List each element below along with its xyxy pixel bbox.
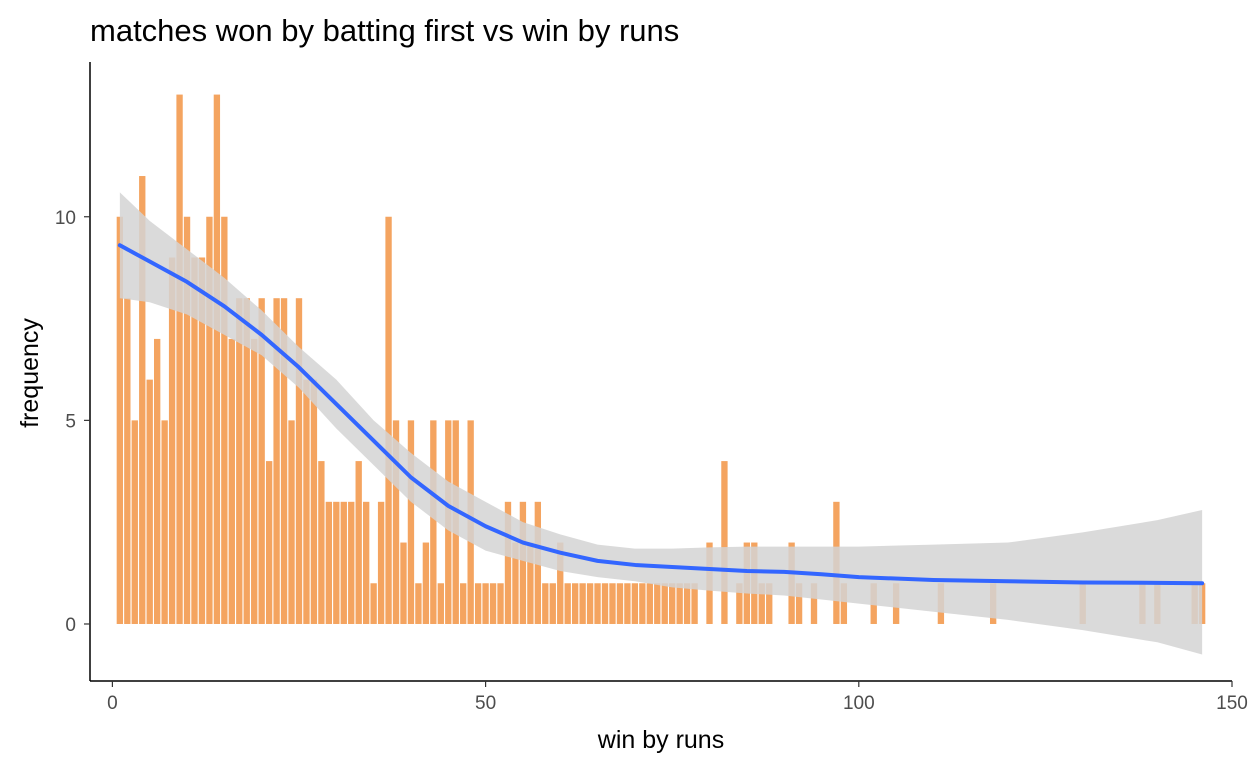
- bar: [631, 583, 639, 624]
- bar: [116, 216, 124, 624]
- bar: [758, 583, 765, 624]
- bar: [609, 583, 616, 624]
- x-tick-label: 150: [1216, 693, 1248, 714]
- bar: [377, 501, 385, 624]
- bar: [810, 583, 818, 624]
- bar: [691, 583, 698, 624]
- bar: [348, 501, 355, 624]
- bar: [542, 583, 549, 624]
- bar: [325, 501, 333, 624]
- bar: [721, 461, 728, 624]
- bar: [557, 542, 564, 624]
- bar: [363, 501, 370, 624]
- bar: [489, 583, 497, 624]
- bar: [422, 542, 430, 624]
- bar: [460, 583, 467, 624]
- bar: [221, 216, 228, 624]
- bar: [474, 583, 482, 624]
- bar: [273, 298, 280, 624]
- bar: [198, 257, 206, 624]
- smooth-trend-line: [117, 243, 1205, 586]
- x-axis-title: win by runs: [597, 726, 724, 754]
- bar: [400, 542, 407, 624]
- y-axis-ticks: 0 5 10: [55, 208, 90, 636]
- x-tick-label: 100: [843, 693, 875, 714]
- bar: [206, 216, 213, 624]
- bar: [579, 583, 586, 624]
- bar-series: [116, 94, 1206, 624]
- bar: [236, 298, 243, 624]
- bar: [213, 94, 221, 624]
- bar: [639, 583, 646, 624]
- bar: [124, 298, 131, 624]
- bar: [601, 583, 609, 624]
- bar: [683, 583, 691, 624]
- bar: [766, 583, 773, 624]
- bar: [161, 420, 168, 624]
- bar: [154, 338, 161, 624]
- bar: [280, 298, 288, 624]
- bar: [168, 257, 176, 624]
- x-tick-label: 50: [475, 693, 496, 714]
- bar: [616, 583, 624, 624]
- bar: [191, 257, 198, 624]
- bar: [228, 338, 235, 624]
- bar: [624, 583, 631, 624]
- bar: [504, 501, 512, 624]
- bar: [840, 583, 848, 624]
- y-axis-title: frequency: [16, 318, 44, 428]
- bar: [295, 298, 303, 624]
- bar: [139, 176, 146, 624]
- bar: [564, 583, 571, 624]
- bar: [430, 420, 437, 624]
- bar: [661, 583, 668, 624]
- bar: [594, 583, 601, 624]
- bar: [385, 216, 392, 624]
- x-axis-ticks: 0 50 100 150: [107, 681, 1248, 714]
- y-tick-label: 10: [55, 208, 76, 229]
- bar: [415, 583, 422, 624]
- confidence-band: [119, 192, 1203, 655]
- bar: [571, 583, 579, 624]
- bar: [131, 420, 138, 624]
- bar: [549, 583, 556, 624]
- bar: [183, 216, 191, 624]
- bar: [519, 501, 527, 624]
- bar: [355, 461, 362, 624]
- bar: [527, 542, 534, 624]
- bar: [243, 298, 250, 624]
- bar: [333, 501, 340, 624]
- bar: [497, 583, 504, 624]
- bar: [512, 542, 519, 624]
- bar: [437, 583, 444, 624]
- bar: [318, 461, 325, 624]
- bar: [303, 379, 310, 624]
- bar: [654, 583, 661, 624]
- bar: [176, 94, 183, 624]
- bar: [407, 420, 415, 624]
- bar: [392, 420, 400, 624]
- y-tick-label: 5: [65, 411, 76, 432]
- x-tick-label: 0: [107, 693, 118, 714]
- bar: [669, 583, 676, 624]
- bar: [251, 338, 258, 624]
- bar: [146, 379, 153, 624]
- bar: [310, 379, 318, 624]
- bar: [736, 583, 743, 624]
- bar: [288, 420, 295, 624]
- bar: [340, 501, 347, 624]
- bar: [265, 461, 273, 624]
- bar: [370, 583, 377, 624]
- bar: [795, 583, 803, 624]
- bar: [586, 583, 594, 624]
- y-tick-label: 0: [65, 615, 76, 636]
- bar: [482, 583, 489, 624]
- bar: [676, 583, 683, 624]
- chart-title: matches won by batting first vs win by r…: [90, 13, 679, 48]
- plot-area: [116, 94, 1206, 655]
- bar: [258, 298, 265, 624]
- bar: [646, 583, 653, 624]
